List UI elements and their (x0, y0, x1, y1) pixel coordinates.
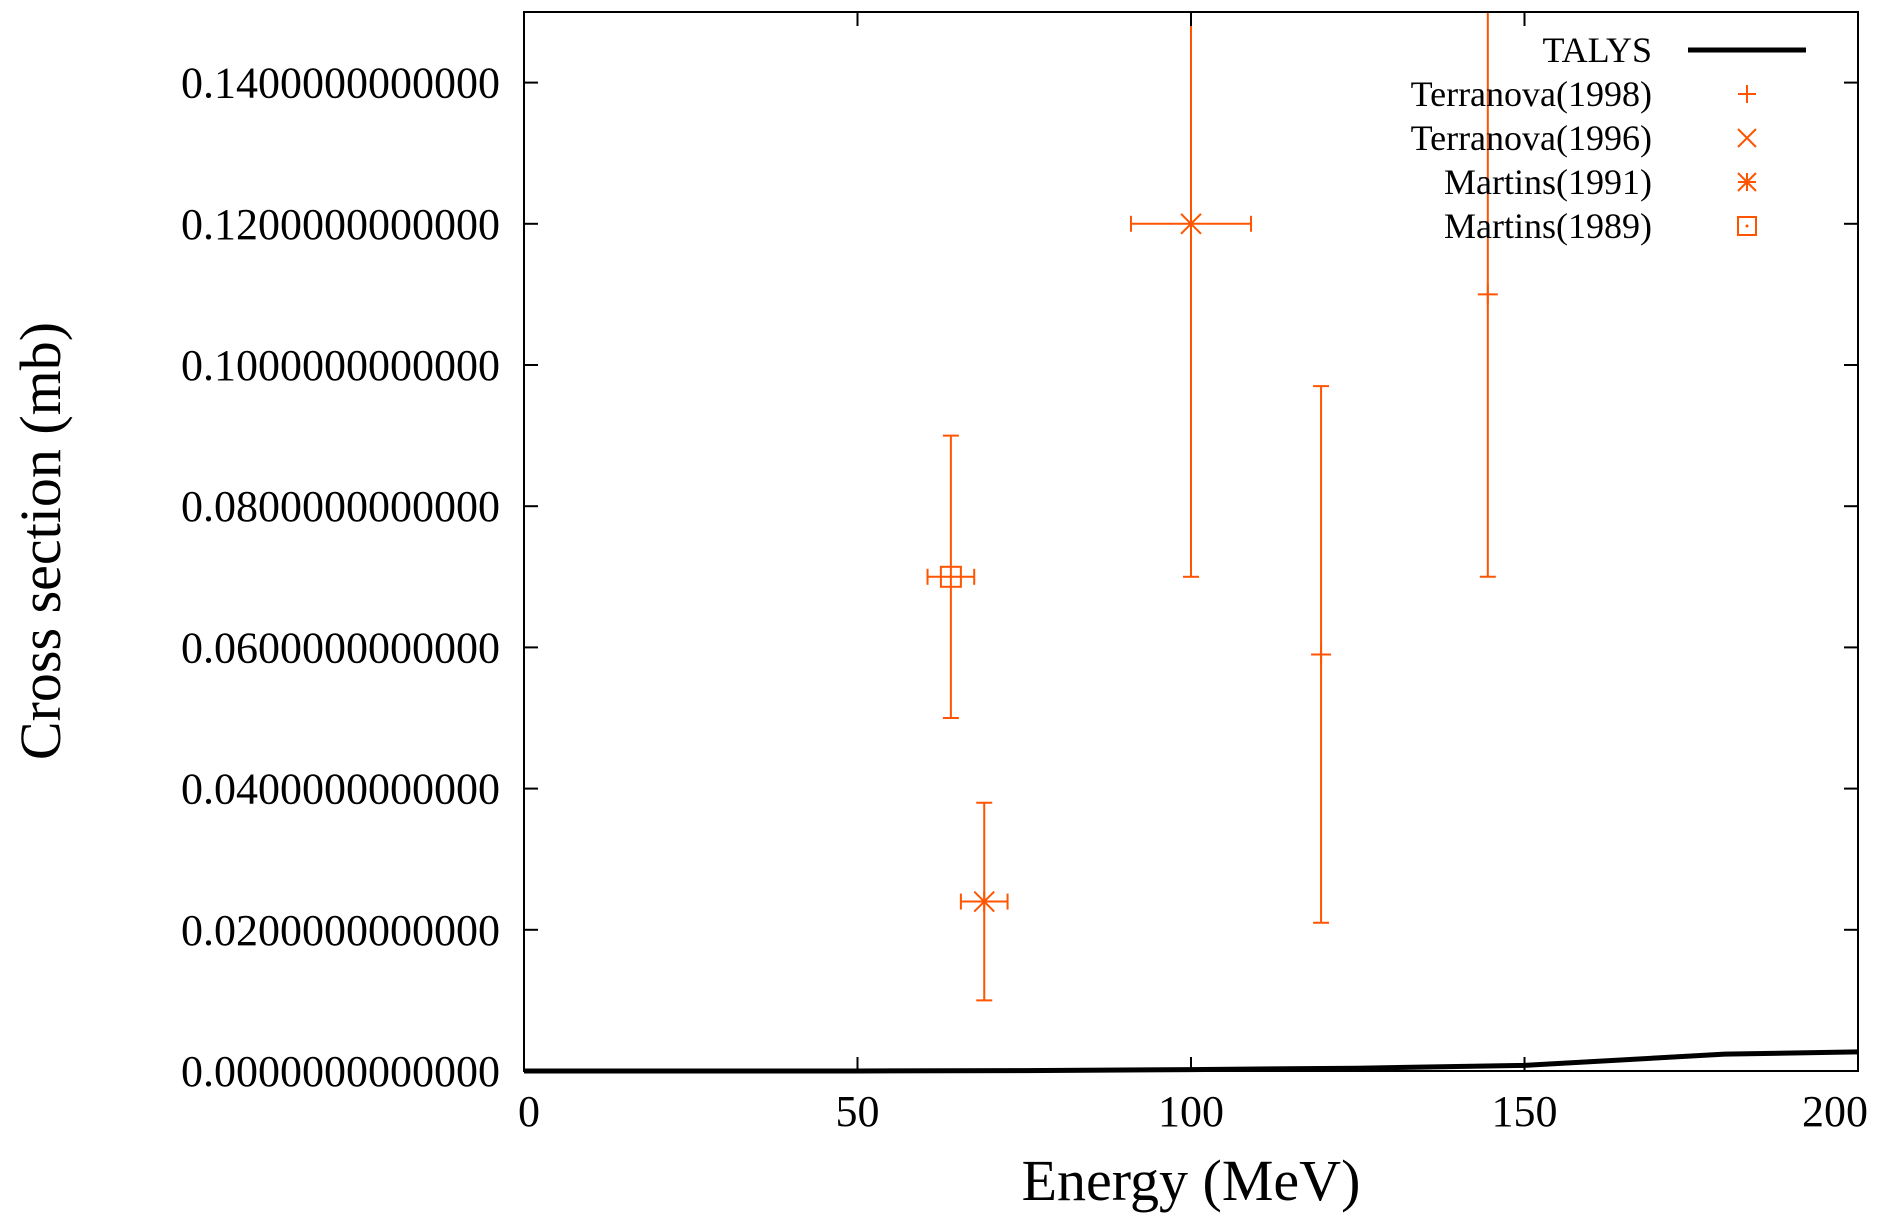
marker-cross (1180, 213, 1202, 235)
series-martins-1989 (926, 434, 976, 719)
marker-dot (1745, 224, 1749, 228)
marker-stroke (1737, 172, 1757, 192)
series-terranova-1996 (1129, 11, 1253, 578)
legend-entry-terranova-1996: Terranova(1996) (1411, 118, 1757, 158)
data-point-terranova-1998 (1311, 385, 1332, 924)
y-tick-label: 0.0600000000000 (181, 623, 500, 672)
legend-entry-martins-1991: Martins(1991) (1444, 162, 1757, 202)
y-tick-label: 0.1200000000000 (181, 200, 500, 249)
marker-stroke (1737, 128, 1757, 148)
series-martins-1991 (959, 801, 1009, 1002)
legend-label: Terranova(1998) (1411, 74, 1652, 114)
marker-star (973, 890, 995, 913)
legend-marker-square (1737, 216, 1757, 236)
marker-dot (949, 575, 953, 579)
marker-square (939, 565, 962, 588)
legend-label: TALYS (1542, 30, 1652, 70)
marker-stroke (973, 890, 995, 913)
y-tick-label: 0.0200000000000 (181, 906, 500, 955)
y-tick-label: 0.0400000000000 (181, 765, 500, 814)
legend-entry-martins-1989: Martins(1989) (1444, 206, 1757, 246)
y-axis-title: Cross section (mb) (8, 322, 73, 760)
legend-marker-star (1737, 172, 1757, 192)
x-tick-label: 200 (1802, 1087, 1868, 1136)
legend-marker-plus (1738, 85, 1756, 103)
x-tick-label: 0 (518, 1087, 540, 1136)
x-tick-label: 50 (836, 1087, 880, 1136)
x-axis-ticks: 0 50 100 150 200 (518, 12, 1868, 1136)
legend-label: Martins(1991) (1444, 162, 1652, 202)
marker-stroke (1737, 216, 1757, 236)
x-axis-title: Energy (MeV) (1022, 1148, 1361, 1213)
series-terranova-1998 (1311, 11, 1498, 924)
marker-stroke (939, 565, 962, 588)
legend-entry-talys: TALYS (1542, 30, 1806, 70)
y-tick-label: 0.0000000000000 (181, 1047, 500, 1096)
y-tick-label: 0.1000000000000 (181, 341, 500, 390)
data-point-terranova-1996 (1129, 11, 1253, 578)
x-tick-label: 100 (1158, 1087, 1224, 1136)
y-tick-label: 0.1400000000000 (181, 59, 500, 108)
y-axis-ticks: 0.0000000000000 0.0200000000000 0.04000000… (181, 59, 1858, 1096)
data-point-martins-1991 (959, 801, 1009, 1002)
legend-marker-cross (1737, 128, 1757, 148)
legend: TALYSTerranova(1998)Terranova(1996)Marti… (1411, 30, 1806, 246)
marker-plus (1477, 284, 1498, 305)
marker-stroke (1180, 213, 1202, 235)
y-tick-label: 0.0800000000000 (181, 482, 500, 531)
marker-plus (1311, 644, 1332, 665)
legend-label: Terranova(1996) (1411, 118, 1652, 158)
x-tick-label: 150 (1492, 1087, 1558, 1136)
data-layer (524, 11, 1859, 1074)
legend-entry-terranova-1998: Terranova(1998) (1411, 74, 1756, 114)
data-point-martins-1989 (926, 434, 976, 719)
legend-label: Martins(1989) (1444, 206, 1652, 246)
